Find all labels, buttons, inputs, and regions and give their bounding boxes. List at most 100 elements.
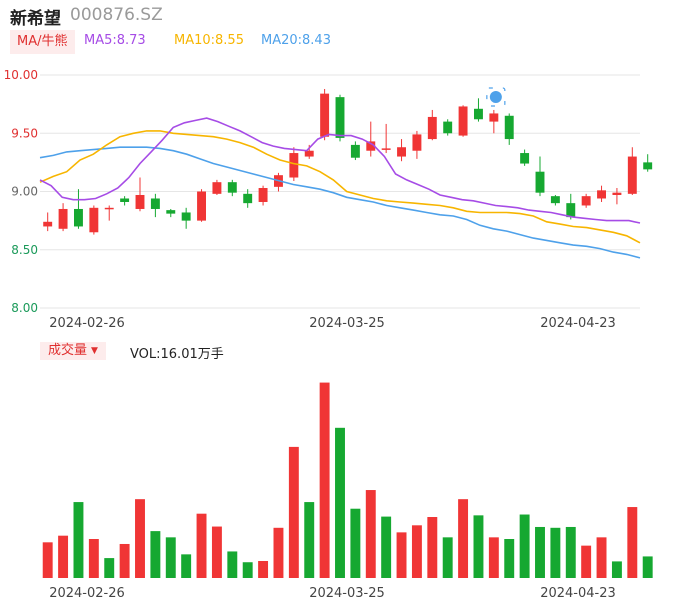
candle-up xyxy=(627,156,637,194)
candle-up xyxy=(427,116,437,140)
candle-up xyxy=(289,153,299,178)
volume-bar-up xyxy=(396,532,407,578)
dropdown-triangle-icon: ▼ xyxy=(91,346,98,356)
volume-bar-down xyxy=(473,515,484,578)
candle-up xyxy=(197,191,206,221)
volume-bar-down xyxy=(335,427,345,578)
x-tick-label: 2024-03-25 xyxy=(309,586,385,601)
volume-bar-down xyxy=(73,502,84,578)
candle-down xyxy=(74,208,83,227)
volume-bar-down xyxy=(535,526,545,578)
ma10-legend: MA10:8.55 xyxy=(174,33,244,48)
candle-up xyxy=(135,194,145,209)
candle-down xyxy=(474,108,483,120)
marker-frame xyxy=(486,87,506,107)
candle-down xyxy=(566,203,576,218)
volume-bar-up xyxy=(211,526,222,578)
ma5-legend: MA5:8.73 xyxy=(84,33,146,48)
volume-bar-down xyxy=(181,554,192,578)
volume-bar-up xyxy=(319,382,330,578)
candle-up xyxy=(412,134,422,151)
volume-bar-up xyxy=(458,499,469,578)
volume-bar-up xyxy=(411,525,422,578)
candle-down xyxy=(643,162,653,170)
volume-bar-down xyxy=(565,526,576,578)
volume-bar-down xyxy=(550,527,561,578)
candle-up xyxy=(43,221,53,227)
candle-up xyxy=(381,148,391,150)
volume-bar-up xyxy=(258,560,269,578)
candle-down xyxy=(443,121,453,134)
candle-up xyxy=(258,188,268,202)
candle-down xyxy=(520,153,530,164)
candle-up xyxy=(58,208,68,229)
x-tick-label: 2024-03-25 xyxy=(309,316,385,331)
marker-dot xyxy=(489,91,502,103)
volume-bar-down xyxy=(242,562,253,578)
ma20-legend: MA20:8.43 xyxy=(261,33,331,48)
candle-up xyxy=(458,106,468,136)
candle-down xyxy=(120,198,130,202)
candle-up xyxy=(104,207,114,210)
y-tick-label: 9.50 xyxy=(11,126,38,140)
volume-bar-up xyxy=(119,543,130,578)
candle-down xyxy=(150,198,160,209)
volume-bar-up xyxy=(42,542,53,578)
candle-up xyxy=(489,113,499,122)
candle-up xyxy=(304,150,314,157)
volume-tag-label: 成交量 xyxy=(48,343,88,358)
event-marker-icon[interactable] xyxy=(486,87,506,107)
volume-bar-up xyxy=(427,517,438,578)
volume-bar-down xyxy=(642,556,653,578)
candle-down xyxy=(504,115,514,140)
volume-bar-down xyxy=(519,514,530,578)
volume-bar-down xyxy=(442,537,453,578)
volume-bar-down xyxy=(381,516,392,578)
volume-bar-down xyxy=(611,561,622,578)
volume-bar-down xyxy=(227,551,238,578)
ma10-line xyxy=(39,130,641,244)
volume-bar-up xyxy=(288,446,299,578)
ma-indicator-selector[interactable]: MA/牛熊 xyxy=(10,30,75,54)
candle-down xyxy=(350,144,360,158)
candle-up xyxy=(366,141,376,151)
candle-down xyxy=(535,171,545,193)
candle-up xyxy=(597,190,606,199)
x-tick-label: 2024-02-26 xyxy=(49,586,125,601)
volume-bar-down xyxy=(504,539,515,578)
x-tick-label: 2024-02-26 xyxy=(49,316,125,331)
volume-bar-down xyxy=(104,558,115,578)
volume-bar-up xyxy=(627,507,638,578)
candle-down xyxy=(227,182,237,193)
y-tick-label: 8.00 xyxy=(11,301,38,315)
volume-legend: VOL:16.01万手 xyxy=(130,347,224,362)
candle-down xyxy=(181,212,191,221)
x-tick-label: 2024-04-23 xyxy=(540,586,616,601)
candle-down xyxy=(335,97,345,138)
y-tick-label: 8.50 xyxy=(11,243,38,257)
stock-name: 新希望 xyxy=(10,9,61,29)
volume-bar-up xyxy=(196,513,207,578)
candle-up xyxy=(320,93,330,137)
candle-down xyxy=(166,210,176,214)
volume-bar-up xyxy=(596,537,607,578)
volume-bar-down xyxy=(165,537,176,578)
volume-bar-down xyxy=(350,508,361,578)
candle-down xyxy=(550,196,560,204)
volume-bar-down xyxy=(304,502,315,578)
candle-up xyxy=(612,192,622,195)
x-tick-label: 2024-04-23 xyxy=(540,316,616,331)
volume-bar-up xyxy=(365,490,376,578)
candle-up xyxy=(212,182,222,194)
volume-indicator-selector[interactable]: 成交量 ▼ xyxy=(40,342,106,360)
volume-bar-up xyxy=(273,527,284,578)
volume-bar-up xyxy=(581,545,592,578)
y-tick-label: 9.00 xyxy=(11,185,38,199)
volume-bar-down xyxy=(150,531,161,578)
volume-bar-up xyxy=(135,499,145,578)
ma20-line xyxy=(39,146,641,259)
ma5-line xyxy=(39,117,641,224)
volume-bar-up xyxy=(88,539,99,578)
y-tick-label: 10.00 xyxy=(4,68,38,82)
